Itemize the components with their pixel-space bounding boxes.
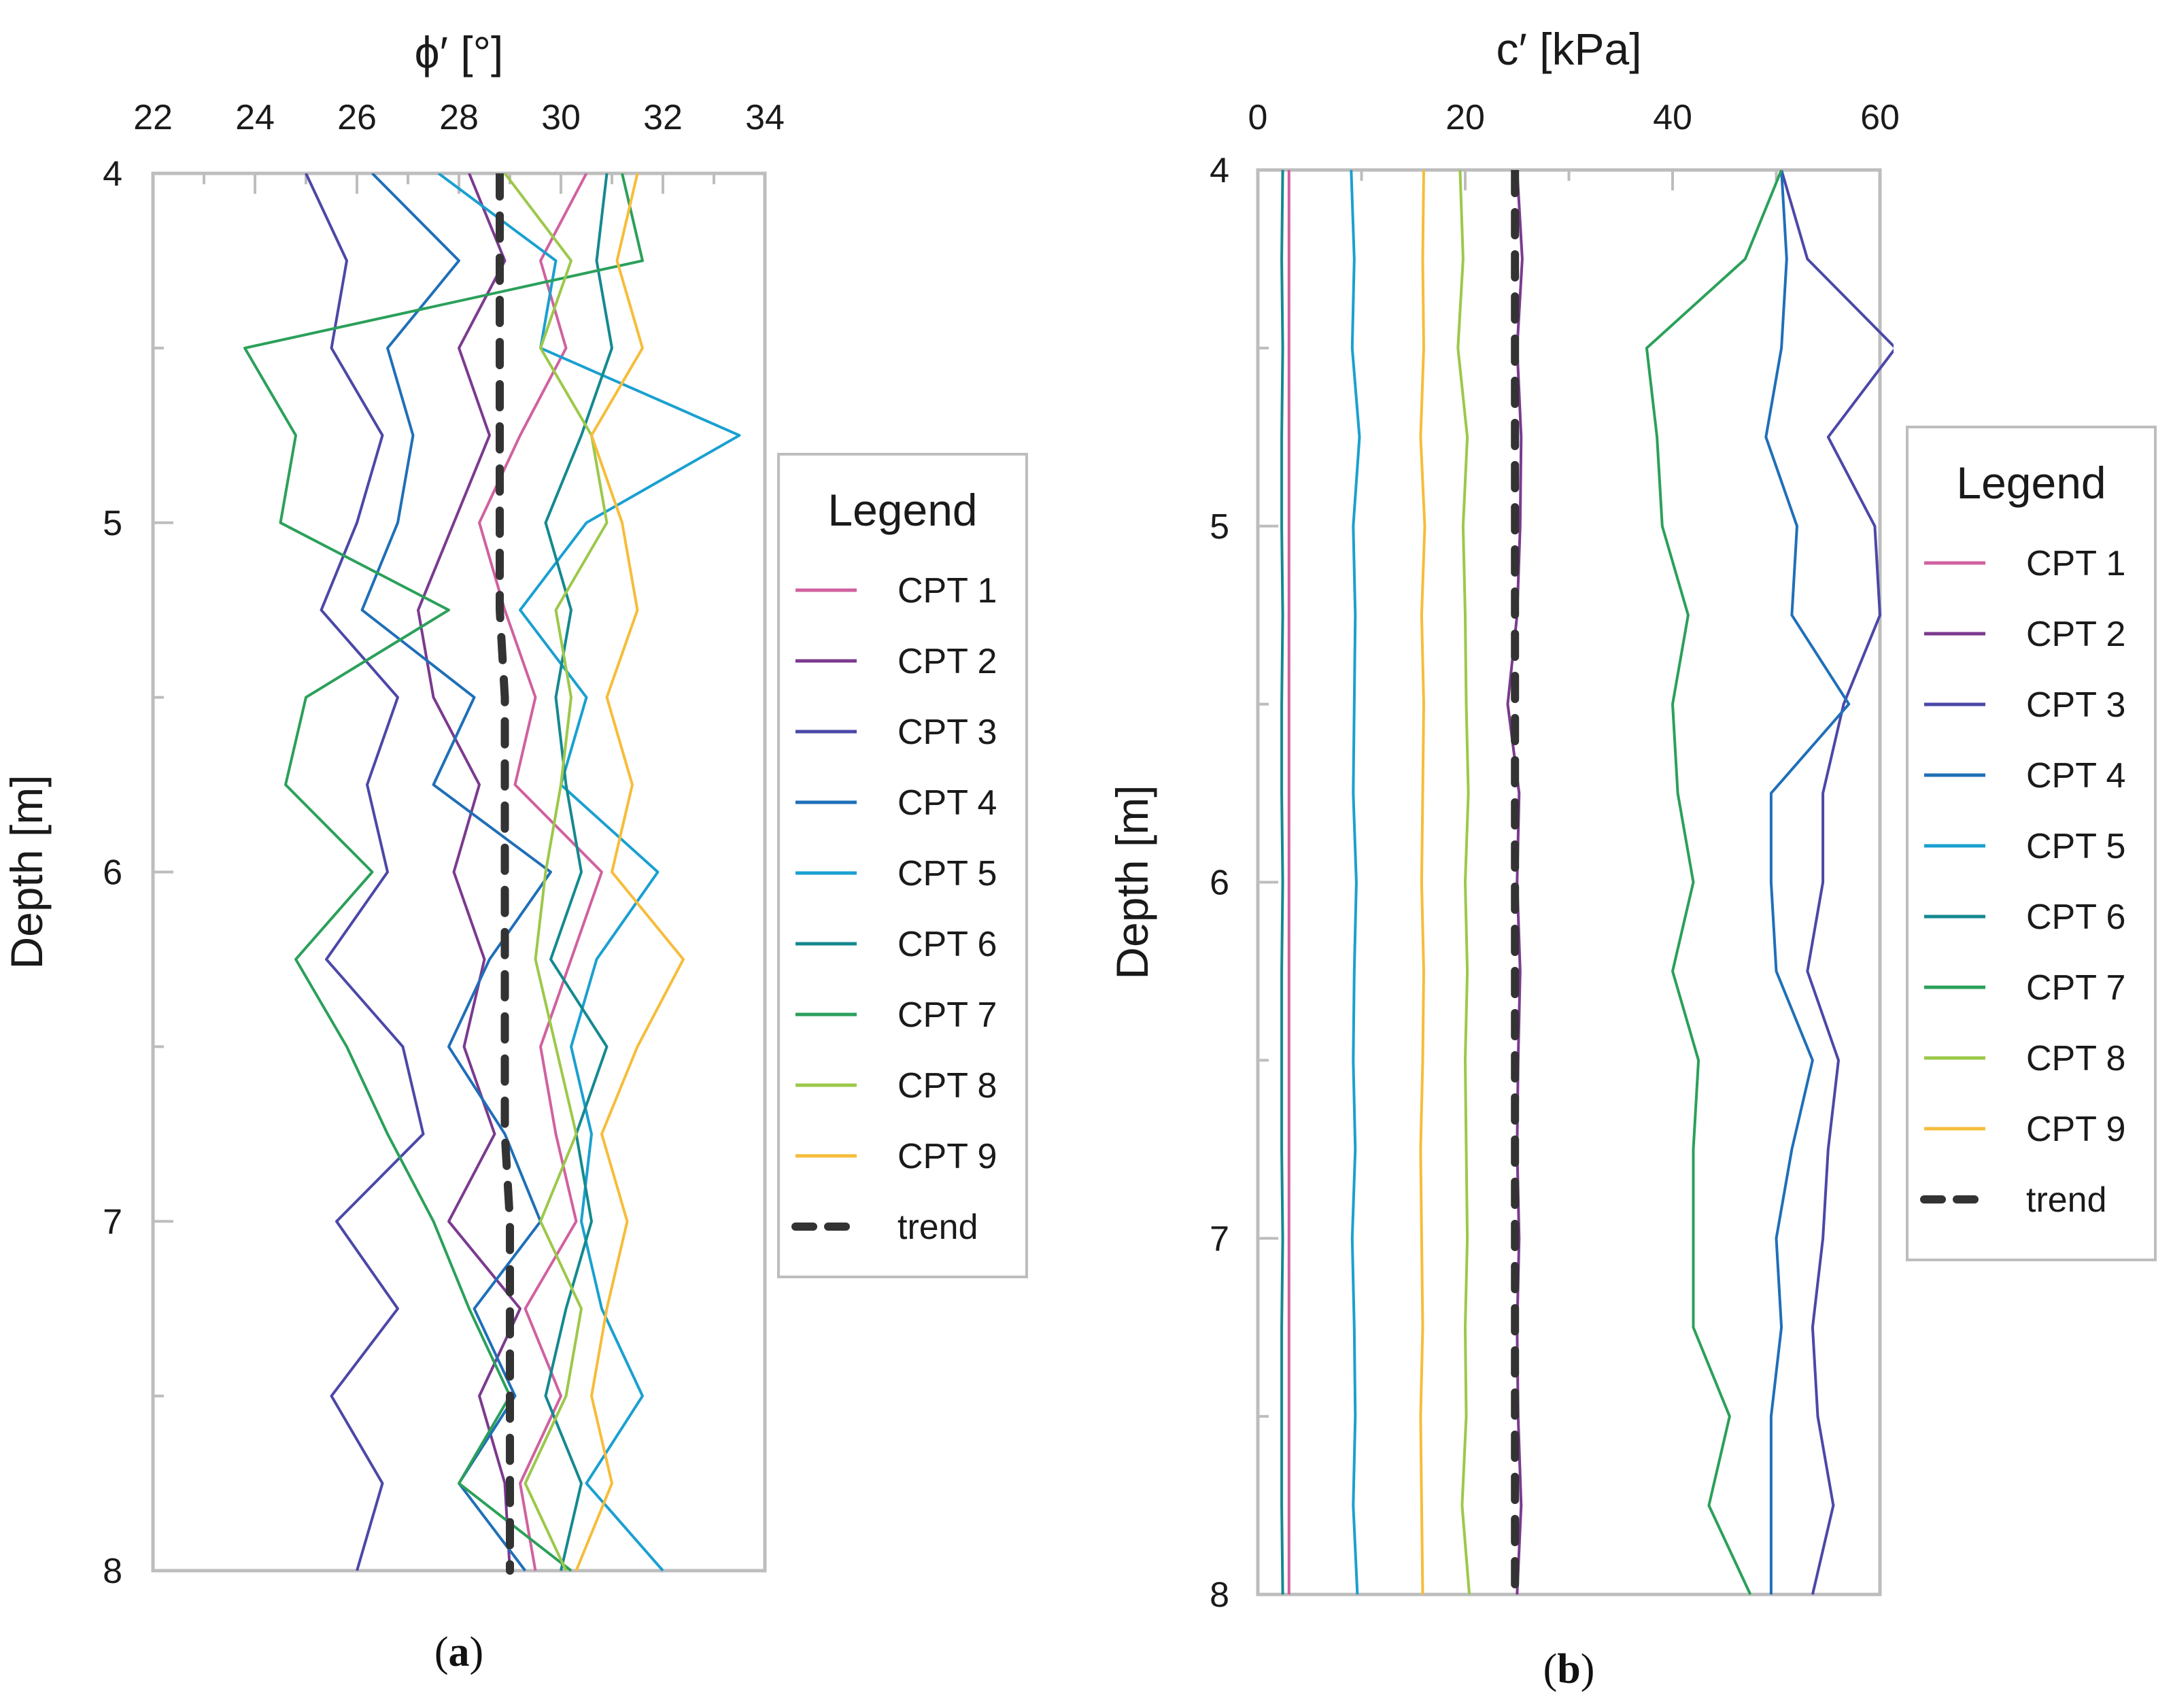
legend-label: CPT 4 bbox=[897, 783, 997, 823]
series-line-cpt-5 bbox=[1350, 170, 1361, 1595]
series-line-cpt-4 bbox=[360, 173, 552, 1572]
y-tick-label: 5 bbox=[103, 504, 122, 543]
x-tick-label: 30 bbox=[541, 98, 581, 137]
legend-title: Legend bbox=[1956, 458, 2106, 508]
y-tick-label: 7 bbox=[1210, 1219, 1229, 1259]
plot-frame bbox=[151, 171, 767, 1573]
series-line-cpt-5 bbox=[437, 173, 741, 1572]
series-line-cpt-3 bbox=[1780, 170, 1894, 1595]
chart-panel-b: 0 20 40 60 4 5 6 7 8 c′ [kPa] Depth [m] Legend CPT 1… bbox=[1107, 24, 2157, 1692]
y-axis-title: Depth [m] bbox=[1107, 785, 1157, 979]
x-tick-label: 26 bbox=[337, 98, 377, 137]
legend-label: CPT 2 bbox=[2026, 615, 2125, 654]
caption-part: ) bbox=[1581, 1646, 1595, 1692]
legend-label: CPT 1 bbox=[897, 571, 997, 611]
legend-label: CPT 7 bbox=[897, 995, 997, 1035]
series-group bbox=[1280, 170, 1894, 1599]
legend-label: CPT 6 bbox=[2026, 898, 2125, 937]
panel-caption: (a) bbox=[434, 1629, 483, 1675]
series-line-cpt-3 bbox=[305, 173, 425, 1571]
series-line-cpt-6 bbox=[1280, 170, 1284, 1595]
legend-box bbox=[1906, 426, 2157, 1261]
series-group bbox=[243, 173, 741, 1575]
series-line-cpt-8 bbox=[503, 173, 609, 1571]
series-line-cpt-7 bbox=[243, 173, 644, 1572]
legend-label: CPT 3 bbox=[897, 713, 997, 752]
legend: Legend CPT 1 CPT 2 CPT 3 CPT 4 CPT 5 CPT 6 CPT … bbox=[777, 453, 1028, 1278]
y-tick-label: 8 bbox=[103, 1552, 122, 1591]
plot-frame bbox=[1256, 168, 1882, 1596]
y-tick-label: 4 bbox=[1210, 151, 1229, 190]
series-line-cpt-6 bbox=[544, 173, 613, 1571]
x-tick-label: 20 bbox=[1445, 98, 1485, 137]
y-tick-label: 4 bbox=[103, 154, 122, 194]
caption-part: a bbox=[449, 1629, 470, 1675]
legend-label: CPT 2 bbox=[897, 642, 997, 681]
x-tick-label: 22 bbox=[133, 98, 173, 137]
legend-label: CPT 4 bbox=[2026, 756, 2125, 796]
legend-label: CPT 8 bbox=[2026, 1039, 2125, 1078]
series-line-trend bbox=[496, 173, 514, 1575]
legend-label: CPT 5 bbox=[2026, 827, 2125, 866]
series-line-cpt-1 bbox=[478, 173, 603, 1571]
y-tick-label: 6 bbox=[1210, 864, 1229, 903]
caption-part: ( bbox=[1543, 1646, 1558, 1692]
series-line-cpt-4 bbox=[1764, 170, 1851, 1594]
legend-label: trend bbox=[2026, 1180, 2107, 1220]
x-tick-label: 34 bbox=[745, 98, 785, 137]
legend-label: CPT 9 bbox=[2026, 1110, 2125, 1149]
x-axis-title: c′ [kPa] bbox=[1496, 24, 1641, 74]
legend-label: CPT 6 bbox=[897, 925, 997, 964]
y-axis-title: Depth [m] bbox=[1, 774, 52, 969]
legend-label: CPT 3 bbox=[2026, 685, 2125, 725]
legend-label: CPT 8 bbox=[897, 1066, 997, 1106]
caption-part: ) bbox=[470, 1629, 484, 1675]
x-axis-title: ϕ′ [°] bbox=[415, 27, 504, 78]
y-tick-label: 7 bbox=[103, 1202, 122, 1242]
x-tick-label: 40 bbox=[1653, 98, 1692, 137]
y-tick-label: 6 bbox=[103, 853, 122, 893]
legend-title: Legend bbox=[827, 485, 977, 535]
x-tick-label: 28 bbox=[439, 98, 479, 137]
x-tick-label: 60 bbox=[1860, 98, 1900, 137]
legend-label: CPT 5 bbox=[897, 854, 997, 893]
series-line-cpt-9 bbox=[575, 173, 685, 1571]
series-line-cpt-8 bbox=[1456, 170, 1471, 1595]
caption-part: b bbox=[1557, 1646, 1580, 1692]
series-line-cpt-2 bbox=[417, 173, 521, 1571]
caption-part: ( bbox=[434, 1629, 449, 1675]
y-tick-label: 5 bbox=[1210, 507, 1229, 547]
legend-label: CPT 9 bbox=[897, 1137, 997, 1176]
x-tick-label: 0 bbox=[1248, 98, 1268, 137]
legend: Legend CPT 1 CPT 2 CPT 3 CPT 4 CPT 5 CPT 6 CPT … bbox=[1906, 426, 2157, 1261]
chart-panel-a: 22 24 26 28 30 32 34 4 5 6 7 8 ϕ′ [°] Depth [m] Legend… bbox=[1, 27, 1028, 1675]
x-tick-label: 32 bbox=[643, 98, 683, 137]
legend-label: CPT 7 bbox=[2026, 968, 2125, 1008]
legend-label: trend bbox=[897, 1208, 978, 1247]
y-tick-label: 8 bbox=[1210, 1575, 1229, 1615]
series-line-cpt-7 bbox=[1645, 170, 1783, 1595]
legend-label: CPT 1 bbox=[2026, 544, 2125, 583]
panel-caption: (b) bbox=[1543, 1646, 1595, 1692]
series-line-cpt-9 bbox=[1419, 170, 1426, 1595]
x-tick-label: 24 bbox=[235, 98, 275, 137]
